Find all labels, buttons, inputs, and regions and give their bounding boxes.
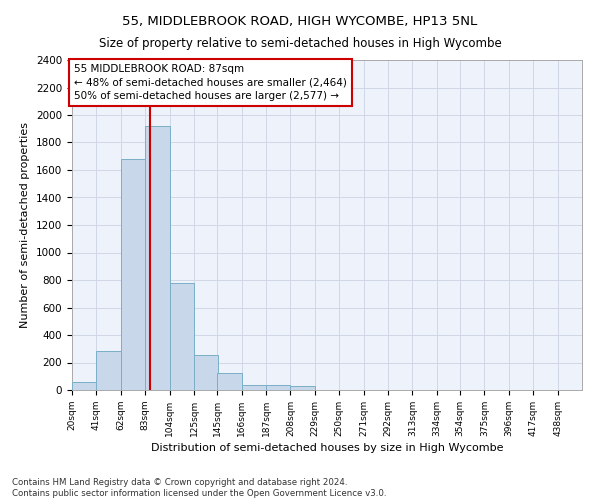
Bar xyxy=(290,386,315,390)
Bar xyxy=(72,382,97,390)
Bar xyxy=(121,159,145,390)
Bar xyxy=(194,355,218,390)
Text: 55, MIDDLEBROOK ROAD, HIGH WYCOMBE, HP13 5NL: 55, MIDDLEBROOK ROAD, HIGH WYCOMBE, HP13… xyxy=(122,15,478,28)
X-axis label: Distribution of semi-detached houses by size in High Wycombe: Distribution of semi-detached houses by … xyxy=(151,443,503,453)
Bar xyxy=(217,373,242,390)
Text: Size of property relative to semi-detached houses in High Wycombe: Size of property relative to semi-detach… xyxy=(98,38,502,51)
Text: Contains HM Land Registry data © Crown copyright and database right 2024.
Contai: Contains HM Land Registry data © Crown c… xyxy=(12,478,386,498)
Bar xyxy=(145,126,170,390)
Y-axis label: Number of semi-detached properties: Number of semi-detached properties xyxy=(20,122,31,328)
Bar xyxy=(242,385,266,390)
Bar xyxy=(266,385,290,390)
Bar xyxy=(170,283,194,390)
Bar xyxy=(97,351,121,390)
Text: 55 MIDDLEBROOK ROAD: 87sqm
← 48% of semi-detached houses are smaller (2,464)
50%: 55 MIDDLEBROOK ROAD: 87sqm ← 48% of semi… xyxy=(74,64,347,100)
